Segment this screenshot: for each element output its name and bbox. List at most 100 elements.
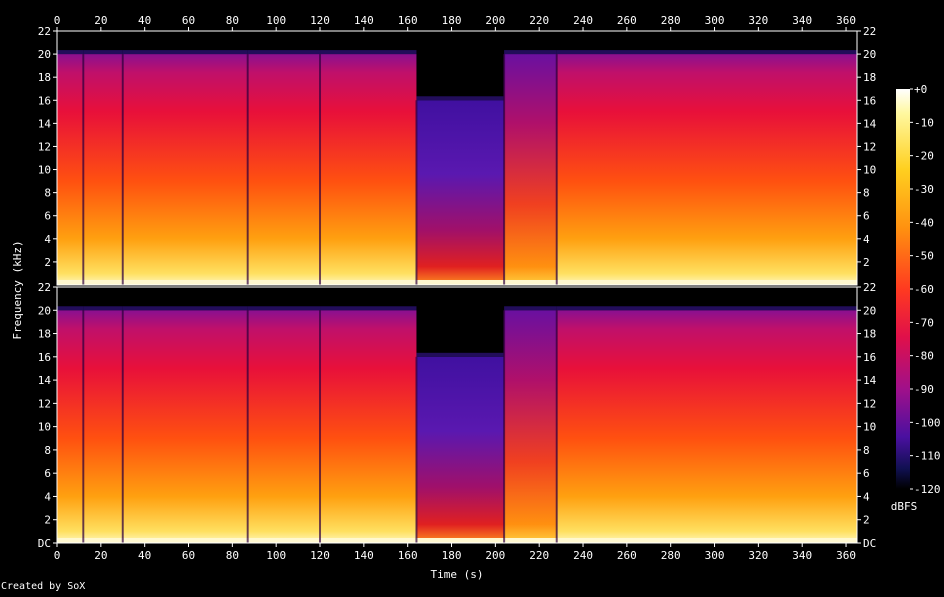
y-tick-label-left: 4 [44,490,51,503]
segment-3 [247,310,321,543]
x-tick-label-bottom: 280 [661,549,681,562]
colorbar-tick-label: -90 [914,383,934,396]
colorbar-tick-label: -80 [914,350,934,363]
segment-boundary-1 [82,310,85,543]
segment-cutoff-edge-3 [247,306,321,311]
colorbar-tick-label: -20 [914,150,934,163]
segment-cutoff-edge-1 [83,306,123,311]
segment-6 [504,54,557,285]
spectrogram-channel-1 [57,31,857,285]
segment-3 [247,54,321,285]
y-tick-label-left: 16 [38,351,51,364]
x-tick-label-bottom: 300 [705,549,725,562]
x-tick-label-top: 280 [661,14,681,27]
segment-4 [320,310,417,543]
x-tick-label-top: 360 [836,14,856,27]
y-tick-label-left: 2 [44,256,51,269]
x-tick-label-bottom: 220 [529,549,549,562]
y-tick-label-right: 16 [863,351,876,364]
colorbar-tick-label: -110 [914,450,941,463]
y-tick-label-right: 20 [863,48,876,61]
x-tick-label-top: 160 [398,14,418,27]
segment-boundary-7 [555,54,558,285]
colorbar-tick-label: -40 [914,216,934,229]
credit-text: Created by SoX [1,581,85,592]
segment-cutoff-edge-3 [247,50,321,55]
x-tick-label-bottom: 20 [94,549,107,562]
x-tick-label-top: 340 [792,14,812,27]
segment-2 [122,54,248,285]
x-tick-label-top: 20 [94,14,107,27]
x-tick-label-bottom: 260 [617,549,637,562]
y-tick-label-right: 18 [863,328,876,341]
segment-0 [57,54,84,285]
segment-cutoff-edge-5 [416,96,505,101]
segment-4 [320,54,417,285]
segment-boundary-5 [415,356,418,543]
segment-7 [556,310,857,543]
y-tick-label-right: 2 [863,256,870,269]
y-tick-label-right: DC [863,537,876,550]
x-tick-label-top: 100 [266,14,286,27]
dc-band [57,538,857,543]
y-tick-label-left: 10 [38,421,51,434]
colorbar-tick-label: -120 [914,483,941,496]
x-tick-label-top: 120 [310,14,330,27]
segment-cutoff-edge-7 [556,306,857,311]
x-tick-label-top: 300 [705,14,725,27]
colorbar-gradient [896,89,910,489]
y-axis-label: Frequency (kHz) [11,240,24,339]
y-tick-label-left: 12 [38,397,51,410]
x-tick-label-top: 180 [442,14,462,27]
colorbar-label: dBFS [891,500,918,513]
x-tick-label-bottom: 40 [138,549,151,562]
colorbar-tick-label: -10 [914,116,934,129]
segment-cutoff-edge-0 [57,306,84,311]
x-tick-label-top: 240 [573,14,593,27]
x-tick-label-bottom: 180 [442,549,462,562]
x-tick-label-top: 40 [138,14,151,27]
segment-boundary-4 [319,310,322,543]
colorbar-tick-label: -100 [914,416,941,429]
x-tick-label-bottom: 320 [748,549,768,562]
segment-5 [416,100,505,285]
segment-boundary-6 [503,310,506,543]
segment-boundary-5 [415,100,418,285]
y-tick-label-right: 22 [863,281,876,294]
segment-0 [57,310,84,543]
x-tick-label-bottom: 340 [792,549,812,562]
segment-boundary-3 [246,54,249,285]
segment-boundary-1 [82,54,85,285]
segment-cutoff-edge-4 [320,50,417,55]
segment-cutoff-edge-4 [320,306,417,311]
x-tick-label-top: 260 [617,14,637,27]
x-tick-label-top: 0 [54,14,61,27]
segment-boundary-2 [121,310,124,543]
segment-cutoff-edge-6 [504,306,557,311]
x-tick-label-top: 320 [748,14,768,27]
x-tick-label-bottom: 360 [836,549,856,562]
x-tick-label-bottom: 0 [54,549,61,562]
y-tick-label-left: 22 [38,25,51,38]
y-tick-label-left: 18 [38,328,51,341]
x-tick-label-bottom: 80 [226,549,239,562]
y-tick-label-left: 6 [44,210,51,223]
x-tick-label-top: 200 [485,14,505,27]
y-tick-label-right: 12 [863,140,876,153]
segment-1 [83,54,123,285]
y-tick-label-right: 12 [863,397,876,410]
y-tick-label-right: 6 [863,467,870,480]
y-tick-label-right: 4 [863,490,870,503]
x-tick-label-bottom: 120 [310,549,330,562]
segment-boundary-3 [246,310,249,543]
segment-boundary-6 [503,54,506,285]
y-tick-label-right: 20 [863,304,876,317]
x-tick-label-bottom: 60 [182,549,195,562]
y-tick-label-right: 14 [863,374,877,387]
x-tick-label-bottom: 140 [354,549,374,562]
segment-2 [122,310,248,543]
segment-cutoff-edge-2 [122,50,248,55]
x-axis-label: Time (s) [431,568,484,581]
x-tick-label-top: 140 [354,14,374,27]
